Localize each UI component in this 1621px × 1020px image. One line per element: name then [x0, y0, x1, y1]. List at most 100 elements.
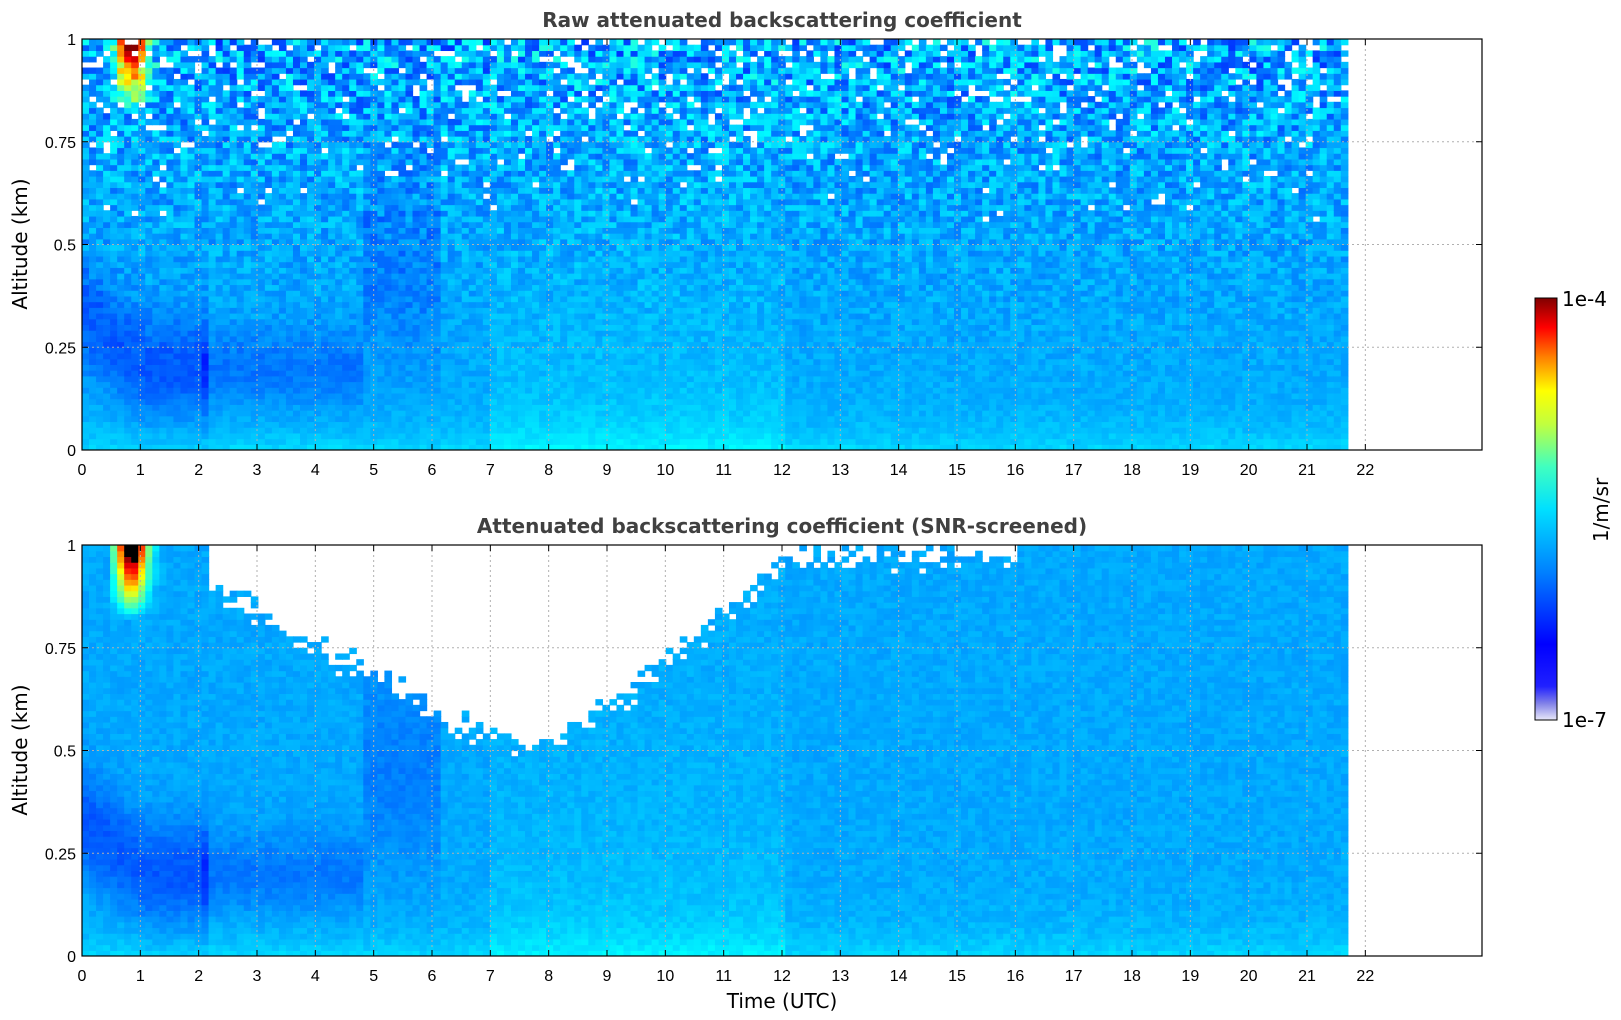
heatmap-cell: [201, 50, 210, 57]
heatmap-cell: [496, 238, 505, 246]
heatmap-cell: [201, 352, 210, 360]
heatmap-cell: [187, 347, 196, 354]
heatmap-cell: [159, 421, 167, 428]
heatmap-cell: [166, 398, 175, 405]
heatmap-cell: [208, 318, 217, 326]
heatmap-cell: [560, 335, 568, 343]
heatmap-cell: [398, 193, 407, 200]
heatmap-cell: [300, 330, 308, 337]
heatmap-cell: [236, 44, 245, 52]
heatmap-cell: [285, 181, 294, 189]
heatmap-cell: [546, 307, 554, 314]
heatmap-cell: [222, 210, 231, 217]
heatmap-cell: [96, 398, 104, 405]
heatmap-cell: [236, 107, 245, 114]
heatmap-cell: [222, 404, 231, 411]
heatmap-cell: [243, 290, 252, 297]
heatmap-cell: [412, 96, 421, 103]
heatmap-cell: [574, 158, 582, 166]
heatmap-cell: [574, 84, 582, 91]
heatmap-cell: [454, 375, 463, 383]
heatmap-cell: [567, 238, 575, 246]
heatmap-cell: [391, 118, 400, 126]
heatmap-cell: [581, 204, 589, 211]
heatmap-cell: [173, 170, 182, 177]
heatmap-cell: [574, 227, 582, 234]
heatmap-cell: [426, 324, 435, 331]
heatmap-cell: [201, 392, 210, 400]
heatmap-cell: [110, 118, 118, 126]
heatmap-cell: [525, 221, 533, 228]
heatmap-cell: [391, 432, 400, 440]
heatmap-cell: [124, 107, 132, 114]
heatmap-cell: [264, 170, 273, 177]
heatmap-cell: [454, 364, 463, 371]
heatmap-cell: [152, 90, 160, 97]
heatmap-cell: [257, 233, 266, 240]
heatmap-cell: [356, 118, 364, 126]
heatmap-cell: [518, 84, 526, 91]
heatmap-cell: [412, 313, 421, 320]
heatmap-cell: [321, 347, 329, 354]
heatmap-cell: [560, 273, 568, 280]
heatmap-cell: [419, 158, 428, 166]
heatmap-cell: [138, 227, 146, 234]
heatmap-cell: [461, 432, 470, 440]
heatmap-cell: [489, 427, 498, 434]
heatmap-cell: [405, 221, 414, 228]
heatmap-cell: [475, 227, 484, 234]
heatmap-cell: [482, 96, 491, 103]
heatmap-cell: [96, 278, 104, 286]
heatmap-cell: [356, 410, 364, 417]
heatmap-cell: [180, 215, 189, 223]
heatmap-cell: [405, 90, 414, 97]
heatmap-cell: [82, 307, 90, 314]
heatmap-cell: [180, 347, 189, 354]
heatmap-cell: [356, 381, 364, 388]
heatmap-cell: [201, 164, 210, 171]
heatmap-cell: [321, 56, 329, 63]
heatmap-cell: [532, 364, 540, 371]
heatmap-cell: [560, 324, 568, 331]
heatmap-cell: [461, 392, 470, 400]
heatmap-cell: [328, 444, 336, 450]
heatmap-cell: [222, 358, 231, 365]
heatmap-cell: [321, 130, 329, 137]
heatmap-cell: [419, 267, 428, 274]
heatmap-cell: [145, 444, 153, 450]
heatmap-cell: [159, 90, 167, 97]
heatmap-cell: [391, 352, 400, 360]
heatmap-cell: [405, 78, 414, 86]
heatmap-cell: [496, 398, 505, 405]
heatmap-cell: [335, 215, 343, 223]
heatmap-cell: [426, 227, 435, 234]
heatmap-cell: [377, 410, 385, 417]
heatmap-cell: [117, 215, 125, 223]
heatmap-cell: [398, 238, 407, 246]
heatmap-cell: [187, 233, 196, 240]
heatmap-cell: [433, 432, 442, 440]
heatmap-cell: [110, 244, 118, 251]
heatmap-cell: [384, 432, 393, 440]
heatmap-cell: [257, 421, 266, 428]
heatmap-cell: [510, 261, 519, 268]
heatmap-cell: [426, 210, 435, 217]
heatmap-cell: [384, 50, 393, 57]
heatmap-cell: [546, 301, 554, 308]
heatmap-cell: [440, 164, 449, 171]
heatmap-cell: [546, 158, 554, 166]
heatmap-cell: [194, 124, 203, 131]
heatmap-cell: [264, 324, 273, 331]
heatmap-cell: [532, 410, 540, 417]
heatmap-cell: [489, 267, 498, 274]
heatmap-cell: [166, 410, 175, 417]
heatmap-cell: [264, 221, 273, 228]
heatmap-cell: [525, 347, 533, 354]
heatmap-cell: [257, 244, 266, 251]
heatmap-cell: [553, 198, 561, 206]
heatmap-cell: [532, 301, 540, 308]
heatmap-cell: [363, 255, 371, 263]
heatmap-cell: [117, 170, 125, 177]
heatmap-cell: [454, 427, 463, 434]
heatmap-cell: [419, 61, 428, 69]
